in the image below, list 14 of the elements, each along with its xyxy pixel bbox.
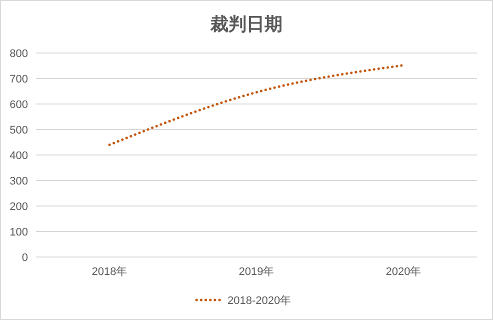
y-tick-label: 100 — [10, 226, 28, 238]
y-tick-label: 400 — [10, 150, 28, 162]
y-tick-label: 0 — [22, 252, 28, 264]
x-tick-label: 2018年 — [92, 266, 128, 278]
x-tick-label: 2020年 — [386, 266, 422, 278]
y-tick-label: 800 — [10, 48, 28, 60]
y-tick-label: 600 — [10, 98, 28, 111]
legend-label: 2018-2020年 — [228, 294, 292, 307]
y-tick-label: 700 — [10, 73, 28, 86]
y-tick-label: 300 — [10, 175, 28, 188]
chart-title: 裁判日期 — [210, 14, 282, 34]
y-tick-label: 200 — [10, 200, 28, 213]
y-tick-label: 500 — [10, 124, 28, 136]
x-tick-label: 2019年 — [238, 266, 274, 278]
